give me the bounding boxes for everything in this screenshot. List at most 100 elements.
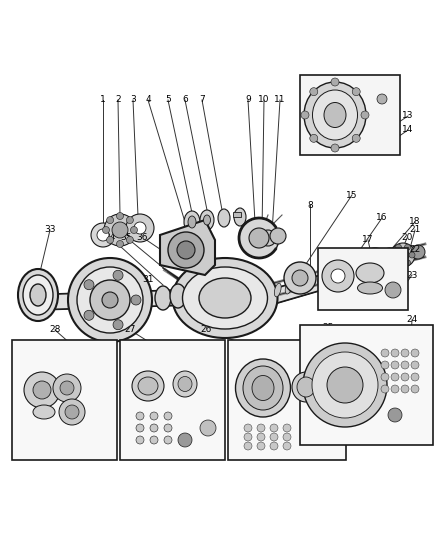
Circle shape xyxy=(104,214,136,246)
Circle shape xyxy=(257,442,265,450)
Circle shape xyxy=(136,424,144,432)
Circle shape xyxy=(106,237,113,244)
Circle shape xyxy=(405,260,410,266)
Circle shape xyxy=(396,244,402,250)
Circle shape xyxy=(380,248,400,268)
Circle shape xyxy=(53,374,81,402)
Circle shape xyxy=(401,373,409,381)
Circle shape xyxy=(60,381,74,395)
Text: 31: 31 xyxy=(142,276,154,285)
Circle shape xyxy=(397,249,409,261)
Ellipse shape xyxy=(325,265,335,282)
Text: 3: 3 xyxy=(130,95,136,104)
Circle shape xyxy=(164,424,172,432)
Circle shape xyxy=(91,223,115,247)
Circle shape xyxy=(401,385,409,393)
Ellipse shape xyxy=(324,102,346,127)
Circle shape xyxy=(411,361,419,369)
Circle shape xyxy=(409,252,415,258)
Ellipse shape xyxy=(204,215,211,225)
Ellipse shape xyxy=(252,376,274,400)
Circle shape xyxy=(131,227,138,233)
Ellipse shape xyxy=(318,272,325,286)
Ellipse shape xyxy=(33,405,55,419)
Circle shape xyxy=(391,243,415,267)
Ellipse shape xyxy=(85,275,99,325)
Circle shape xyxy=(97,229,109,241)
Circle shape xyxy=(310,134,318,142)
Circle shape xyxy=(164,436,172,444)
Circle shape xyxy=(150,436,158,444)
Bar xyxy=(120,340,225,460)
Circle shape xyxy=(164,412,172,420)
Circle shape xyxy=(117,213,124,220)
Text: −DSA: −DSA xyxy=(144,353,177,363)
Circle shape xyxy=(257,424,265,432)
Ellipse shape xyxy=(188,216,196,228)
Circle shape xyxy=(113,270,123,280)
Circle shape xyxy=(381,349,389,357)
Ellipse shape xyxy=(346,265,354,282)
Circle shape xyxy=(391,252,397,258)
Circle shape xyxy=(117,240,124,247)
Circle shape xyxy=(391,349,399,357)
Text: 9: 9 xyxy=(245,95,251,104)
Text: 26: 26 xyxy=(200,326,212,335)
Circle shape xyxy=(239,218,279,258)
Circle shape xyxy=(106,216,113,224)
Text: 29: 29 xyxy=(191,263,201,272)
Circle shape xyxy=(283,433,291,441)
Ellipse shape xyxy=(356,263,384,283)
Ellipse shape xyxy=(313,379,333,401)
Circle shape xyxy=(33,381,51,399)
Circle shape xyxy=(127,237,134,244)
Circle shape xyxy=(24,372,60,408)
Ellipse shape xyxy=(383,255,390,269)
Ellipse shape xyxy=(18,269,58,321)
Circle shape xyxy=(388,408,402,422)
Circle shape xyxy=(136,436,144,444)
Text: 13: 13 xyxy=(402,111,414,120)
Text: 5: 5 xyxy=(165,95,171,104)
Text: +DSA: +DSA xyxy=(34,353,65,363)
Ellipse shape xyxy=(336,265,345,282)
Text: 25: 25 xyxy=(322,324,334,333)
Circle shape xyxy=(401,349,409,357)
Text: 34: 34 xyxy=(104,232,116,241)
Polygon shape xyxy=(160,220,215,275)
Text: 24: 24 xyxy=(406,316,417,325)
Circle shape xyxy=(134,222,146,234)
Ellipse shape xyxy=(372,258,379,272)
Circle shape xyxy=(244,424,252,432)
Ellipse shape xyxy=(361,261,368,274)
Ellipse shape xyxy=(173,371,197,397)
Circle shape xyxy=(200,420,216,436)
Circle shape xyxy=(381,385,389,393)
Ellipse shape xyxy=(296,278,303,291)
Ellipse shape xyxy=(218,209,230,227)
Text: 7: 7 xyxy=(199,95,205,104)
Circle shape xyxy=(270,228,286,244)
Ellipse shape xyxy=(236,359,290,417)
Circle shape xyxy=(283,424,291,432)
Circle shape xyxy=(396,260,402,266)
Circle shape xyxy=(68,258,152,342)
Circle shape xyxy=(84,310,94,320)
Ellipse shape xyxy=(132,371,164,401)
Circle shape xyxy=(131,295,141,305)
Ellipse shape xyxy=(170,284,186,308)
Ellipse shape xyxy=(138,377,158,395)
Circle shape xyxy=(301,111,309,119)
Circle shape xyxy=(368,255,382,269)
Circle shape xyxy=(310,87,318,95)
Ellipse shape xyxy=(356,265,364,282)
Circle shape xyxy=(411,349,419,357)
Ellipse shape xyxy=(234,208,246,226)
Circle shape xyxy=(331,144,339,152)
Text: 23: 23 xyxy=(406,271,418,279)
Ellipse shape xyxy=(178,376,192,392)
Circle shape xyxy=(411,245,425,259)
Circle shape xyxy=(102,227,110,233)
Polygon shape xyxy=(30,290,185,310)
Circle shape xyxy=(136,412,144,420)
